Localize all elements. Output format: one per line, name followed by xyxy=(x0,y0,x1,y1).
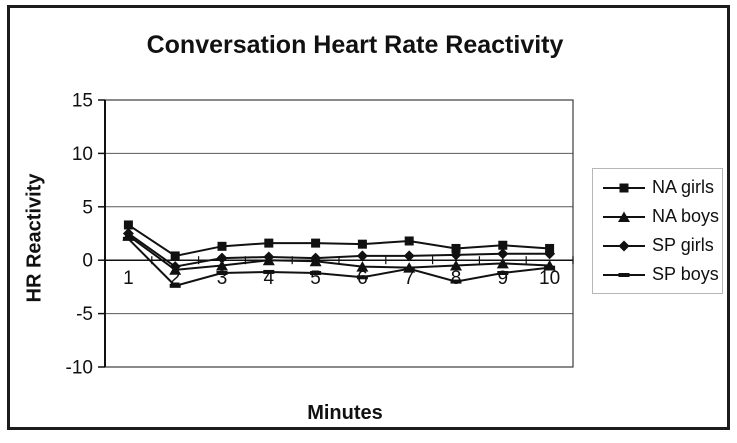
svg-text:4: 4 xyxy=(264,268,275,289)
svg-text:0: 0 xyxy=(82,251,93,272)
chart-legend: NA girls NA boys SP girls SP boys xyxy=(592,168,723,294)
svg-text:5: 5 xyxy=(82,197,93,218)
svg-text:3: 3 xyxy=(217,268,228,289)
svg-text:1: 1 xyxy=(123,268,134,289)
svg-text:5: 5 xyxy=(310,268,321,289)
legend-label: SP boys xyxy=(652,264,719,284)
chart-title: Conversation Heart Rate Reactivity xyxy=(146,31,564,59)
svg-text:9: 9 xyxy=(498,268,509,289)
svg-text:15: 15 xyxy=(72,91,93,112)
legend-label: SP girls xyxy=(652,235,714,255)
svg-text:10: 10 xyxy=(539,268,560,289)
na-girls-square-marker-icon xyxy=(603,183,645,192)
x-axis-title: Minutes xyxy=(307,402,383,424)
svg-text:8: 8 xyxy=(451,268,462,289)
svg-text:7: 7 xyxy=(404,268,415,289)
svg-text:10: 10 xyxy=(72,144,93,165)
legend-label: NA boys xyxy=(652,206,720,226)
legend-label: NA girls xyxy=(652,177,715,197)
legend-item-sp-girls: SP girls xyxy=(601,235,722,257)
legend-item-na-girls: NA girls xyxy=(601,177,722,199)
legend-item-sp-boys: SP boys xyxy=(601,264,722,286)
svg-text:-5: -5 xyxy=(76,304,93,325)
legend-item-na-boys: NA boys xyxy=(601,206,722,228)
na-boys-triangle-marker-icon xyxy=(603,211,645,222)
svg-text:-10: -10 xyxy=(66,358,93,379)
sp-boys-dash-marker-icon xyxy=(603,272,645,277)
svg-text:2: 2 xyxy=(170,268,181,289)
sp-girls-diamond-marker-icon xyxy=(603,240,645,251)
